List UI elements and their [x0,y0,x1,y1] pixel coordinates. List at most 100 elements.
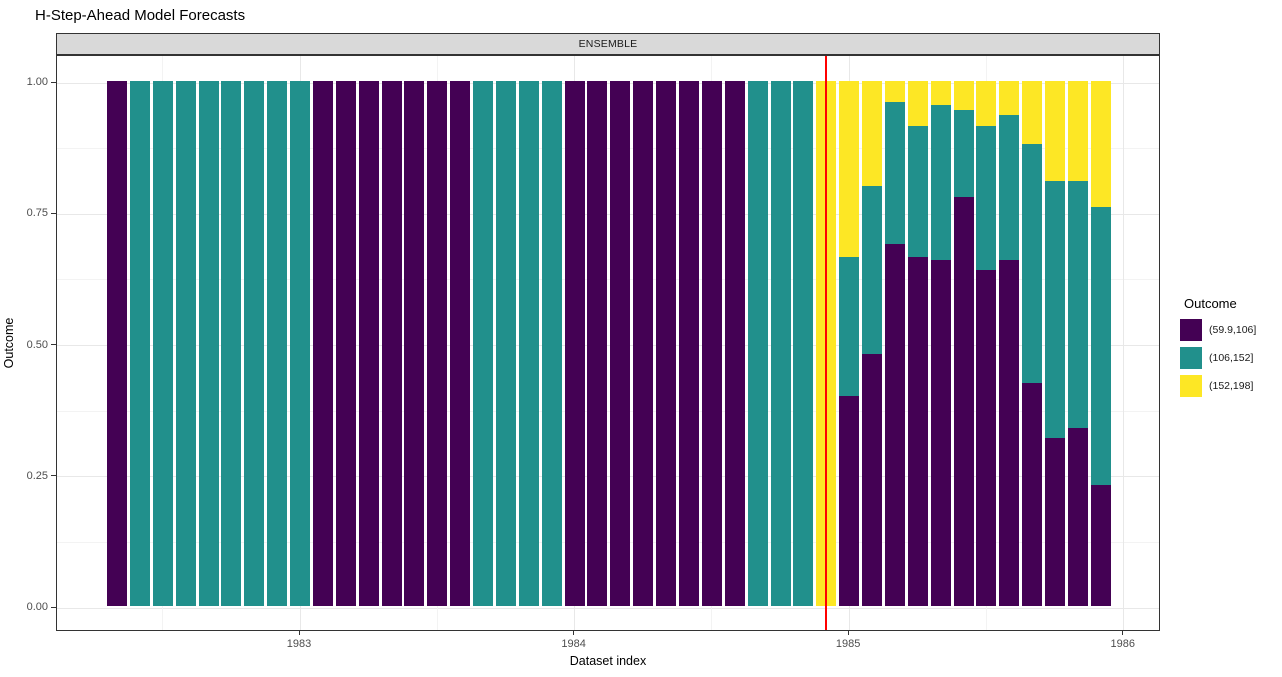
bar-segment [564,81,585,606]
bar-segment [1045,438,1066,606]
legend-items: (59.9,106] (106,152] (152,198] [1180,319,1280,397]
y-tick-label: 0.00 [26,601,48,613]
stacked-bar [1045,81,1066,606]
y-tick-label: 0.75 [26,207,48,220]
stacked-bar [1067,81,1088,606]
gridline-horizontal [57,213,1159,215]
bar-segment [907,125,928,257]
bar-segment [290,81,311,606]
stacked-bar [839,81,860,606]
bar-segment [999,81,1020,116]
bar-segment [793,81,814,606]
bar-segment [518,81,539,606]
bar-segment [312,81,333,606]
legend-title: Outcome [1184,296,1237,311]
gridline-horizontal [57,345,1159,346]
bar-segment [839,396,860,606]
bar-segment [1022,382,1043,606]
bar-segment [862,186,883,354]
stacked-bar [175,81,196,606]
legend-swatch [1180,319,1202,341]
stacked-bar [907,81,928,606]
bar-segment [999,259,1020,606]
stacked-bar [1090,81,1111,606]
stacked-bar [312,81,333,606]
stacked-bar [541,81,562,606]
bar-segment [152,81,173,606]
bar-segment [839,81,860,257]
bar-segment [930,104,951,260]
stacked-bar [656,81,677,606]
bar-segment [381,81,402,606]
bar-segment [884,102,905,244]
stacked-bar [450,81,471,606]
facet-strip: ENSEMBLE [56,33,1160,55]
stacked-bar [198,81,219,606]
bar-segment [701,81,722,606]
y-axis-title: Outcome [2,317,16,369]
stacked-bar [221,81,242,606]
bar-segment [884,81,905,102]
bar-segment [1022,144,1043,383]
stacked-bar [495,81,516,606]
bar-segment [267,81,288,606]
stacked-bar [953,81,974,606]
y-tick-label: 0.50 [26,338,48,351]
legend-item: (106,152] [1180,347,1280,369]
stacked-bar [633,81,654,606]
bar-segment [930,81,951,105]
bar-segment [976,125,997,270]
x-tick-label: 1984 [561,638,586,650]
gridline-horizontal [57,148,1159,150]
bar-segment [679,81,699,606]
bar-segment [587,81,608,606]
stacked-bar [724,81,745,606]
bar-segment [335,81,356,606]
bar-segment [1090,207,1111,486]
legend-label: (106,152] [1209,352,1254,364]
bar-segment [473,81,494,606]
reference-line [825,56,828,630]
facet-label: ENSEMBLE [578,38,638,50]
legend-label: (59.9,106] [1209,324,1257,336]
bar-segment [656,81,677,606]
y-tick-label: 1.00 [26,76,48,88]
stacked-bar [930,81,951,606]
bar-segment [175,81,196,606]
stacked-bar [770,81,791,606]
chart-title: H-Step-Ahead Model Forecasts [35,7,246,24]
stacked-bar [404,81,425,606]
stacked-bar [427,81,448,606]
legend: Outcome (59.9,106] (106,152] (152,198] [1180,296,1280,403]
bar-segment [907,81,928,126]
bar-segment [221,81,242,606]
stacked-bar [793,81,814,606]
stacked-bar [152,81,173,606]
legend-item: (59.9,106] [1180,319,1280,341]
bar-segment [427,81,448,606]
bar-segment [541,81,562,606]
bar-segment [862,81,883,186]
stacked-bar [335,81,356,606]
bar-segment [450,81,471,606]
bar-segment [976,270,997,606]
y-tick-mark [51,606,56,608]
bar-segment [1045,180,1066,438]
stacked-bar [862,81,883,606]
stacked-bar [884,81,905,606]
x-tick-label: 1986 [1110,638,1135,650]
bar-segment [999,115,1020,260]
bar-segment [953,109,974,197]
stacked-bar [381,81,402,606]
bar-segment [404,81,425,606]
bar-segment [747,81,768,606]
bar-segment [1022,81,1043,144]
bar-segment [129,81,150,606]
x-tick-mark [573,631,575,635]
x-tick-mark [298,631,300,635]
bar-segment [495,81,516,606]
stacked-bar [473,81,494,606]
bar-segment [244,81,265,606]
bar-segment [976,81,997,126]
stacked-bar [747,81,768,606]
